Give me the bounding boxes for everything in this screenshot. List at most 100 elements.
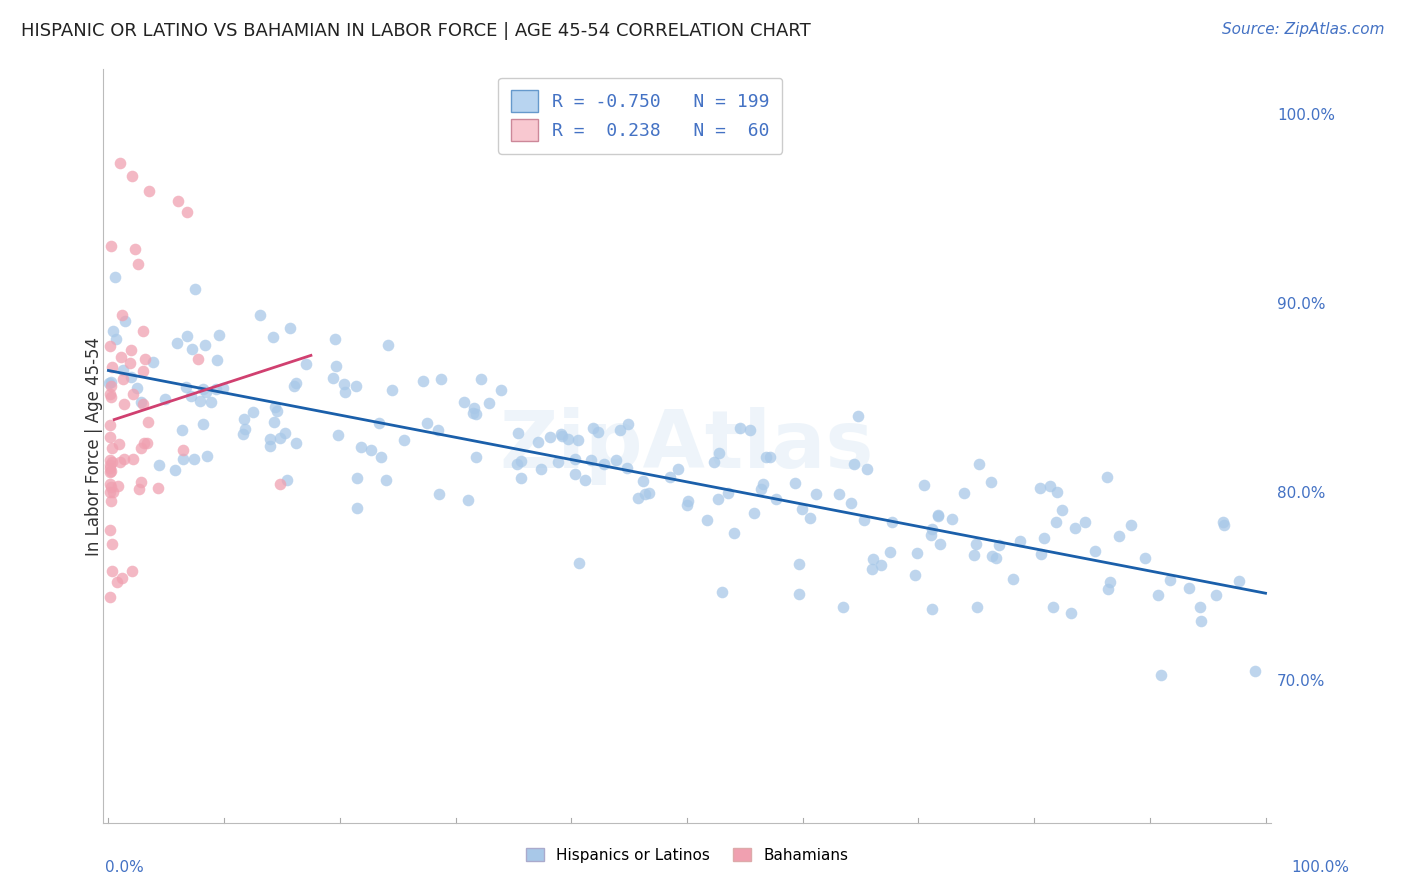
Point (148, 481, 170, 495)
Point (105, 574, 128, 589)
Point (920, 527, 942, 541)
Point (100, 391, 122, 405)
Point (97, 376, 120, 391)
Point (1042, 599, 1064, 614)
Point (634, 486, 657, 500)
Point (637, 485, 659, 500)
Point (1178, 582, 1201, 596)
Point (1097, 582, 1119, 596)
Point (148, 458, 170, 472)
Point (187, 351, 209, 366)
Point (166, 335, 188, 350)
Point (676, 493, 699, 508)
Point (853, 513, 876, 527)
Point (120, 369, 142, 384)
Point (121, 169, 143, 183)
Point (269, 476, 291, 491)
Text: Source: ZipAtlas.com: Source: ZipAtlas.com (1222, 22, 1385, 37)
Point (122, 387, 145, 401)
Point (153, 392, 176, 407)
Point (103, 485, 125, 500)
Point (110, 351, 132, 365)
Point (980, 549, 1002, 564)
Text: HISPANIC OR LATINO VS BAHAMIAN IN LABOR FORCE | AGE 45-54 CORRELATION CHART: HISPANIC OR LATINO VS BAHAMIAN IN LABOR … (21, 22, 811, 40)
Point (740, 423, 762, 437)
Point (723, 526, 745, 541)
Point (1074, 515, 1097, 529)
Point (846, 409, 869, 424)
Point (285, 436, 308, 450)
Point (582, 421, 605, 435)
Point (927, 508, 949, 523)
Point (844, 457, 866, 471)
Point (465, 407, 488, 421)
Point (107, 479, 129, 493)
Point (967, 458, 990, 472)
Legend: R = -0.750   N = 199, R =  0.238   N =  60: R = -0.750 N = 199, R = 0.238 N = 60 (498, 78, 782, 154)
Point (828, 487, 851, 501)
Text: 80.0%: 80.0% (1277, 485, 1326, 500)
Point (101, 359, 124, 374)
Point (128, 483, 150, 497)
Point (506, 457, 529, 471)
Point (564, 452, 586, 467)
Point (108, 436, 131, 450)
Point (132, 397, 155, 411)
Point (1032, 531, 1054, 545)
Point (138, 415, 160, 429)
Point (276, 473, 298, 487)
Point (557, 432, 579, 446)
Point (325, 359, 347, 374)
Point (172, 452, 194, 467)
Point (129, 475, 152, 489)
Point (368, 416, 391, 430)
Text: 0.0%: 0.0% (105, 860, 145, 874)
Point (111, 372, 134, 386)
Point (787, 557, 810, 571)
Point (120, 356, 142, 370)
Point (98, 430, 121, 444)
Point (101, 441, 124, 455)
Point (205, 353, 228, 368)
Point (98, 465, 121, 479)
Point (278, 321, 301, 335)
Point (470, 372, 492, 386)
Point (138, 184, 160, 198)
Point (124, 242, 146, 256)
Point (114, 314, 136, 328)
Point (381, 383, 404, 397)
Point (98, 339, 121, 353)
Point (184, 282, 207, 296)
Point (129, 395, 152, 409)
Point (463, 406, 485, 420)
Point (869, 558, 891, 572)
Point (921, 601, 943, 615)
Point (579, 453, 602, 467)
Point (593, 457, 616, 471)
Point (191, 382, 214, 396)
Point (344, 379, 367, 393)
Text: 100.0%: 100.0% (1277, 108, 1336, 123)
Point (1098, 575, 1121, 590)
Point (453, 395, 475, 409)
Point (103, 324, 125, 338)
Point (904, 568, 927, 582)
Point (616, 461, 638, 475)
Point (333, 376, 356, 391)
Point (862, 551, 884, 566)
Point (574, 473, 596, 487)
Point (134, 351, 156, 366)
Point (172, 442, 194, 457)
Point (163, 463, 186, 477)
Point (710, 585, 733, 599)
Point (1001, 572, 1024, 586)
Point (752, 476, 775, 491)
Point (510, 470, 533, 484)
Point (465, 450, 488, 465)
Point (166, 194, 188, 208)
Point (1205, 588, 1227, 602)
Point (100, 537, 122, 551)
Point (295, 358, 318, 372)
Point (1050, 503, 1073, 517)
Point (111, 308, 134, 322)
